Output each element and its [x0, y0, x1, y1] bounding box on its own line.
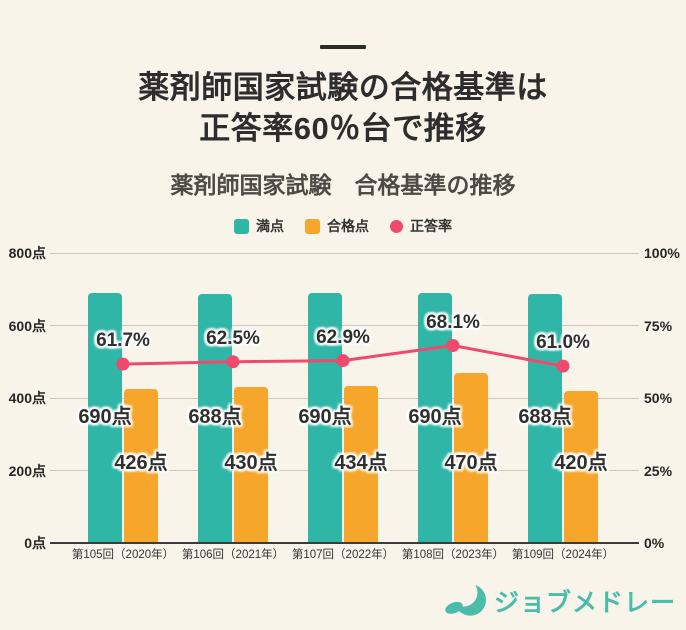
x-axis-label-2: 第107回（2022年）	[291, 549, 395, 561]
title-accent-dash	[320, 45, 366, 49]
y-axis-label-right-50: 50%	[644, 390, 673, 406]
y-axis-label-right-25: 25%	[644, 462, 673, 479]
y-axis-label-left-600: 600点	[8, 317, 46, 334]
bar-value-label-passing-score-2: 434点	[334, 452, 388, 474]
page-title-line1: 薬剤師国家試験の合格基準は	[138, 70, 548, 105]
bar-passing-score-2	[344, 385, 378, 543]
bar-value-label-full-score-0: 690点	[78, 406, 132, 428]
legend-label-rate: 正答率	[410, 218, 452, 234]
rate-value-label-3: 68.1%	[426, 311, 480, 333]
legend-item-rate: 正答率	[390, 216, 452, 236]
bar-passing-score-4	[564, 390, 598, 543]
y-axis-label-left-200: 200点	[8, 462, 46, 479]
page-title-line2: 正答率60％台で推移	[199, 111, 487, 146]
bar-value-label-full-score-4: 688点	[518, 406, 572, 428]
bar-passing-score-1	[234, 387, 268, 543]
jobmedley-crescent-icon	[445, 580, 486, 616]
bar-value-label-full-score-2: 690点	[298, 406, 352, 428]
page-title: 薬剤師国家試験の合格基準は 正答率60％台で推移	[0, 67, 686, 149]
x-axis-label-0: 第105回（2020年）	[71, 549, 175, 561]
legend-label-passing-score: 合格点	[327, 218, 369, 234]
bar-full-score-2	[308, 292, 342, 543]
bar-full-score-3	[418, 292, 452, 543]
y-axis-label-right-75: 75%	[644, 317, 673, 334]
jobmedley-logo: ジョブメドレー	[444, 580, 676, 622]
bar-value-label-passing-score-1: 430点	[224, 452, 278, 474]
bar-full-score-1	[198, 293, 232, 543]
x-axis-label-4: 第109回（2024年）	[511, 549, 615, 561]
y-axis-label-left-800: 800点	[8, 245, 46, 261]
legend-item-passing-score: 合格点	[305, 216, 369, 236]
x-axis-label-3: 第108回（2023年）	[401, 549, 505, 561]
chart-subtitle: 薬剤師国家試験 合格基準の推移	[170, 172, 516, 198]
bar-value-label-full-score-3: 690点	[408, 406, 462, 428]
legend-label-full-score: 満点	[256, 218, 284, 234]
y-axis-label-right-0: 0%	[644, 535, 665, 551]
bar-passing-score-3	[454, 372, 488, 543]
bar-full-score-0	[88, 292, 122, 543]
bar-value-label-passing-score-3: 470点	[444, 452, 498, 474]
rate-value-label-1: 62.5%	[206, 327, 260, 349]
rate-value-label-4: 61.0%	[536, 332, 590, 354]
bar-passing-score-0	[124, 388, 158, 543]
chart-legend: 満点 合格点 正答率	[0, 216, 686, 236]
grid-line-800	[50, 252, 639, 254]
rate-value-label-2: 62.9%	[316, 326, 370, 348]
legend-swatch-passing-score	[305, 218, 320, 234]
bar-full-score-4	[528, 293, 562, 543]
jobmedley-logo-text: ジョブメドレー	[493, 589, 676, 617]
grid-line-600	[50, 325, 639, 326]
legend-item-full-score: 満点	[234, 216, 284, 236]
rate-value-label-0: 61.7%	[96, 330, 150, 352]
y-axis-label-left-0: 0点	[24, 535, 46, 551]
y-axis-label-right-100: 100%	[644, 245, 680, 261]
x-axis-baseline	[50, 542, 639, 544]
legend-swatch-full-score	[234, 218, 249, 234]
bar-value-label-full-score-1: 688点	[188, 406, 242, 428]
bar-value-label-passing-score-4: 420点	[554, 452, 608, 474]
bar-value-label-passing-score-0: 426点	[114, 452, 168, 474]
legend-swatch-rate	[390, 219, 403, 233]
x-axis-label-1: 第106回（2021年）	[181, 549, 285, 561]
y-axis-label-left-400: 400点	[8, 390, 46, 406]
